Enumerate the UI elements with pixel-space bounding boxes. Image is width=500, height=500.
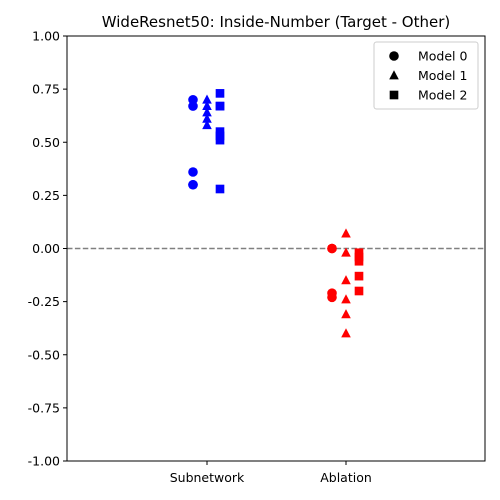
data-point-model-1 [202,94,212,104]
legend-label: Model 2 [418,88,467,103]
data-point-model-1 [341,294,351,304]
legend-marker-circle [389,51,399,61]
data-point-model-2 [215,135,225,145]
data-point-model-2 [354,286,364,296]
legend-box [373,41,479,110]
y-tick-label: -0.50 [28,347,60,362]
data-point-model-2 [215,89,225,98]
y-tick-label: 0.00 [32,241,60,256]
y-tick-label: 0.75 [32,82,60,97]
data-points [188,89,364,338]
data-point-model-1 [202,100,212,110]
y-tick-label: -0.75 [28,400,60,415]
chart-title: WideResnet50: Inside-Number (Target - Ot… [102,13,451,31]
data-point-model-1 [202,119,212,130]
data-point-model-1 [341,275,351,285]
data-point-model-0 [327,292,337,303]
data-point-model-0 [188,179,198,190]
y-tick-label: 0.25 [32,188,60,203]
data-point-model-1 [341,328,351,338]
axes: -1.00 -0.75 -0.50 -0.25 0.00 0.25 0.50 0.75 1.00… [28,29,486,485]
legend-label: Model 1 [418,68,467,83]
x-tick-label: Subnetwork [170,470,245,485]
data-point-model-1 [202,113,212,123]
data-point-model-1 [341,228,351,238]
y-tick-label: -1.00 [28,454,60,469]
legend-marker-square [389,90,399,100]
data-point-model-0 [327,243,337,254]
data-point-model-1 [202,107,212,117]
data-point-model-0 [188,167,198,177]
y-tick-label: -0.25 [28,294,60,309]
data-point-model-2 [354,271,364,281]
data-point-model-1 [341,247,351,257]
x-tick-label: Ablation [320,470,372,485]
data-point-model-2 [215,101,225,111]
y-tick-label: 1.00 [32,29,60,44]
data-point-model-2 [354,256,364,266]
data-point-model-2 [215,184,225,194]
legend-label: Model 0 [418,49,468,64]
data-point-model-1 [341,309,351,319]
y-tick-label: 0.50 [32,135,60,150]
legend-marker-triangle [389,70,399,80]
legend: Model 0 Model 1 Model 2 [373,41,479,110]
data-point-model-0 [188,101,198,111]
